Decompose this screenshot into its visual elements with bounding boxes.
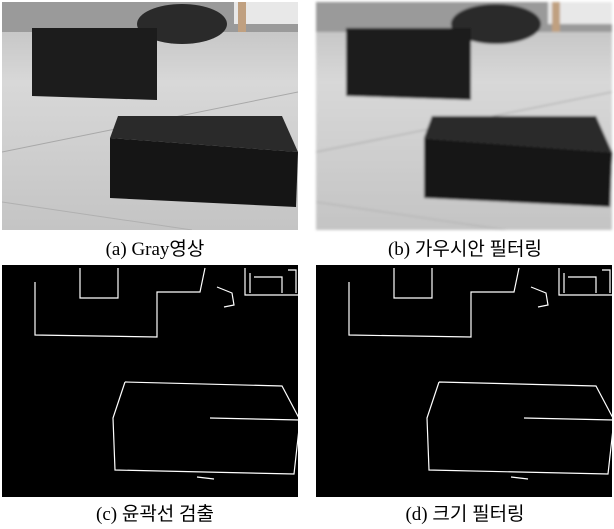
caption: (d) 크기 필터링	[405, 503, 524, 525]
figure: (a) Gray영상 (b) 가우시안 필터링 (c) 윤곽선 검출 (d) 크…	[0, 0, 614, 529]
caption: (c) 윤곽선 검출	[96, 503, 214, 525]
panel-d	[316, 265, 614, 497]
caption: (b) 가우시안 필터링	[388, 238, 542, 260]
panel-c	[2, 265, 300, 497]
panel-b	[316, 2, 612, 230]
caption: (a) Gray영상	[106, 238, 205, 260]
panel-a	[2, 2, 298, 230]
